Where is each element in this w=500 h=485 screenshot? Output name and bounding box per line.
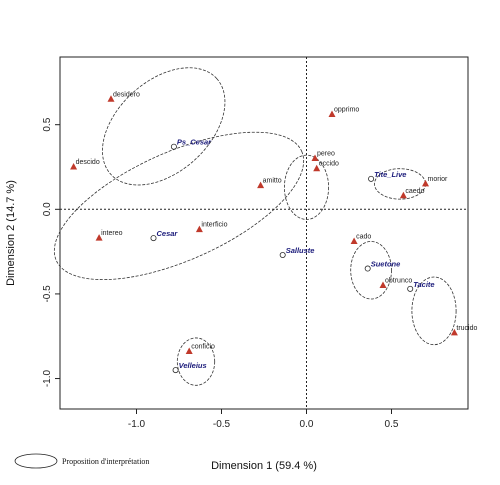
verb-label-morior: morior xyxy=(428,176,449,183)
verb-label-amitto: amitto xyxy=(263,178,282,185)
interpretation-ellipse-3 xyxy=(283,154,329,220)
author-label-Cesar: Cesar xyxy=(157,229,179,238)
y-tick-label: 0.0 xyxy=(42,202,53,216)
verb-point-pereo xyxy=(311,154,319,162)
author-point-Velleius xyxy=(172,367,179,374)
verb-point-amitto xyxy=(257,181,265,189)
legend: Proposition d'interprétation xyxy=(14,453,149,469)
author-point-Cesar xyxy=(150,235,157,242)
author-label-Tite_Live: Tite_Live xyxy=(374,170,406,179)
verb-point-opprimo xyxy=(328,110,336,118)
interpretation-ellipse-6 xyxy=(411,276,457,346)
y-tick-label: -0.5 xyxy=(42,285,53,303)
y-tick-label: -1.0 xyxy=(42,369,53,387)
y-axis: 0.5 0.0 -0.5 -1.0 xyxy=(42,117,60,387)
verb-label-pereo: pereo xyxy=(317,151,335,158)
verb-point-morior xyxy=(422,179,429,187)
interpretation-ellipse-2 xyxy=(53,131,305,281)
verb-point-intereo xyxy=(95,234,103,241)
y-tick-label: 0.5 xyxy=(42,117,53,131)
verb-label-opprimo: opprimo xyxy=(334,107,359,114)
verb-label-descido: descido xyxy=(76,159,100,166)
interpretation-ellipse-5 xyxy=(350,241,392,300)
author-point-Tacite xyxy=(407,285,414,292)
verb-point-interficio xyxy=(195,225,203,233)
points-layer: desidero opprimo descido pereo occido amitto m… xyxy=(70,91,478,374)
author-label-Suetone: Suetone xyxy=(371,260,401,269)
author-point-Salluste xyxy=(279,251,286,258)
verb-label-occido: occido xyxy=(319,161,339,168)
author-point-Tite_Live xyxy=(368,175,375,182)
verb-label-intereo: intereo xyxy=(101,230,123,237)
verb-label-interficio: interficio xyxy=(201,222,227,229)
author-point-Ps_Cesar xyxy=(170,143,177,150)
x-axis-title: Dimension 1 (59.4 %) xyxy=(211,460,317,472)
verb-label-conficio: conficio xyxy=(191,343,215,350)
verb-point-conficio xyxy=(185,347,193,354)
verb-label-cado: cado xyxy=(356,233,371,240)
x-axis: -1.0 -0.5 0.0 0.5 xyxy=(128,409,399,430)
verb-label-desidero: desidero xyxy=(113,91,140,98)
verb-label-obtrunco: obtrunco xyxy=(385,277,412,284)
x-tick-label: -1.0 xyxy=(128,419,146,430)
interpretation-ellipse-7 xyxy=(176,337,216,386)
author-label-Ps_Cesar: Ps_Cesar xyxy=(177,138,212,147)
plot-area-frame xyxy=(59,56,469,410)
x-tick-label: 0.0 xyxy=(300,419,314,430)
author-point-Suetone xyxy=(364,265,371,272)
verb-label-trucido: trucido xyxy=(456,325,477,332)
verb-label-caedo: caedo xyxy=(405,188,424,195)
y-axis-title: Dimension 2 (14.7 %) xyxy=(5,180,17,286)
ellipse-layer xyxy=(53,67,457,386)
legend-label: Proposition d'interprétation xyxy=(62,457,149,466)
verb-point-caedo xyxy=(399,191,407,199)
verb-point-descido xyxy=(70,163,78,170)
author-label-Velleius: Velleius xyxy=(179,361,207,370)
interpretation-ellipse-1 xyxy=(102,67,226,186)
author-label-Tacite: Tacite xyxy=(413,280,434,289)
verb-point-occido xyxy=(313,164,321,172)
verb-point-cado xyxy=(350,237,358,244)
verb-point-obtrunco xyxy=(379,281,387,288)
x-tick-label: 0.5 xyxy=(385,419,399,430)
verb-point-desidero xyxy=(107,95,115,102)
author-label-Salluste: Salluste xyxy=(286,246,315,255)
verb-point-trucido xyxy=(450,328,458,336)
legend-ellipse-swatch xyxy=(14,453,58,469)
x-tick-label: -0.5 xyxy=(213,419,231,430)
